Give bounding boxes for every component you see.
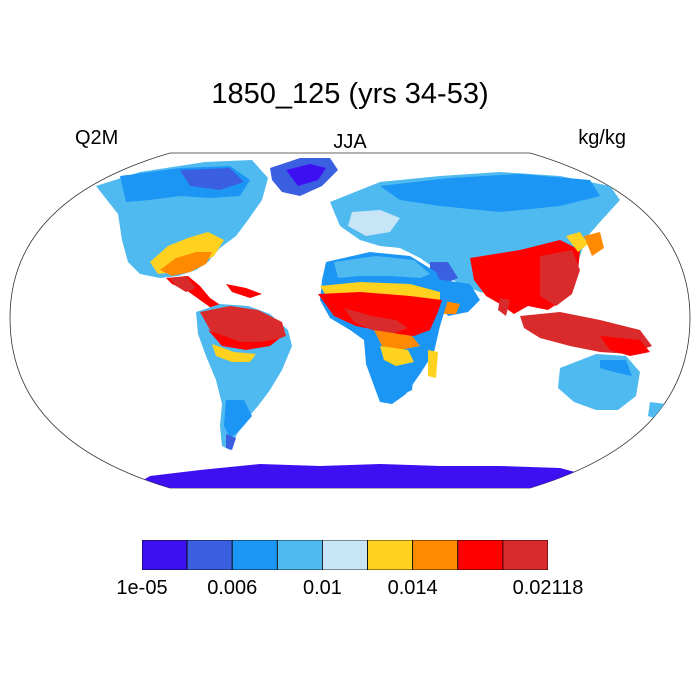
south-america — [196, 304, 292, 450]
colorbar-swatch — [276, 540, 323, 570]
north-america — [96, 160, 268, 310]
season-label: JJA — [333, 131, 367, 153]
units-label: kg/kg — [578, 127, 626, 149]
variable-label: Q2M — [75, 127, 119, 149]
map-title: 1850_125 (yrs 34-53) — [211, 78, 489, 110]
colorbar-swatch — [186, 540, 233, 570]
colorbar-tick-label: 0.01 — [302, 577, 342, 599]
colorbar-swatch — [457, 540, 504, 570]
indonesia — [520, 312, 652, 356]
colorbar-swatch — [142, 540, 188, 570]
colorbar-tick-label: 0.014 — [387, 577, 438, 599]
eurasia — [330, 172, 620, 316]
colorbar — [142, 540, 548, 570]
colorbar-swatch — [231, 540, 278, 570]
colorbar-swatch — [367, 540, 414, 570]
colorbar-tick-label: 1e-05 — [116, 577, 168, 599]
colorbar-tick-label: 0.006 — [207, 577, 258, 599]
colorbar-tick-label: 0.02118 — [512, 577, 584, 599]
colorbar-swatch — [502, 540, 548, 570]
colorbar-swatch — [322, 540, 368, 570]
australia — [558, 354, 666, 420]
colorbar-swatch — [412, 540, 459, 570]
antarctica — [130, 464, 600, 488]
africa — [318, 252, 448, 404]
